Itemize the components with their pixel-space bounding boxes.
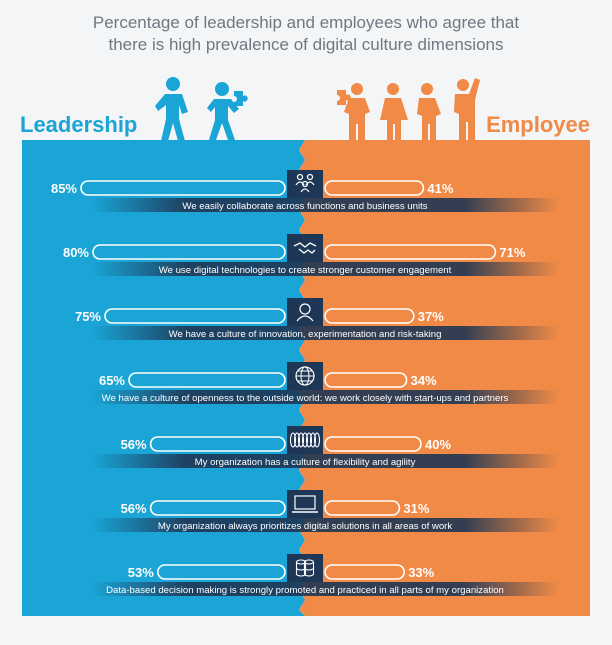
leadership-value-label: 80%	[63, 245, 89, 260]
employee-value-label: 71%	[499, 245, 525, 260]
people-group-icon	[287, 170, 323, 198]
leadership-bar	[80, 180, 286, 196]
chart-title: Percentage of leadership and employees w…	[0, 12, 612, 56]
category-label: We use digital technologies to create st…	[159, 265, 452, 276]
chart-row: 80% 71% We use digital technologies to cre…	[63, 234, 558, 276]
category-label: We easily collaborate across functions a…	[182, 201, 427, 212]
leadership-value-label: 85%	[51, 181, 77, 196]
chart-row: 56% 40% My organization has a culture of f…	[92, 426, 558, 468]
chart-row: 75% 37% We have a culture of innovation, e…	[75, 298, 558, 340]
employee-value-label: 33%	[408, 565, 434, 580]
leadership-bar	[128, 372, 286, 388]
leadership-value-label: 56%	[121, 501, 147, 516]
category-band	[92, 326, 558, 340]
leadership-bar	[149, 436, 286, 452]
leadership-bar	[92, 244, 286, 260]
employee-bar	[324, 500, 401, 516]
lightbulb-head-icon	[287, 298, 323, 326]
leadership-label: Leadership	[20, 112, 138, 137]
category-band	[92, 262, 558, 276]
globe-icon	[287, 362, 323, 390]
leadership-bar	[149, 500, 286, 516]
category-band	[92, 198, 558, 212]
category-label: We have a culture of innovation, experim…	[169, 329, 442, 340]
laptop-icon	[287, 490, 323, 518]
leadership-bar	[104, 308, 286, 324]
chart-row: 56% 31% My organization always prioritizes…	[92, 490, 558, 532]
category-label: My organization always prioritizes digit…	[158, 521, 453, 532]
employee-value-label: 31%	[403, 501, 429, 516]
database-icon	[287, 554, 323, 582]
chart-row: 65% 34% We have a culture of openness to t…	[92, 362, 558, 404]
employee-value-label: 34%	[411, 373, 437, 388]
chart-row: 85% 41%We easily collaborate across funct…	[51, 170, 558, 212]
chart-title-line-1: Percentage of leadership and employees w…	[92, 13, 520, 32]
spring-coil-icon	[287, 426, 323, 454]
leadership-bar	[157, 564, 286, 580]
chart-row: 53% 33% Data-based decision making is stro…	[92, 554, 558, 596]
employee-value-label: 41%	[427, 181, 453, 196]
leadership-value-label: 65%	[99, 373, 125, 388]
category-band	[92, 582, 558, 596]
employee-value-label: 37%	[418, 309, 444, 324]
employee-bar	[324, 564, 405, 580]
employee-bar	[324, 308, 415, 324]
category-band	[92, 390, 558, 404]
employee-bar	[324, 436, 422, 452]
category-band	[92, 518, 558, 532]
employee-value-label: 40%	[425, 437, 451, 452]
category-label: My organization has a culture of flexibi…	[195, 457, 416, 468]
leadership-value-label: 56%	[121, 437, 147, 452]
handshake-icon	[287, 234, 323, 262]
employee-bar	[324, 244, 497, 260]
leadership-value-label: 53%	[128, 565, 154, 580]
chart-title-line-2: there is high prevalence of digital cult…	[108, 35, 504, 54]
leadership-figures-icon	[155, 77, 248, 141]
leadership-value-label: 75%	[75, 309, 101, 324]
category-label: Data-based decision making is strongly p…	[106, 585, 504, 596]
employee-figures-icon	[337, 78, 480, 142]
employee-bar	[324, 180, 425, 196]
category-label: We have a culture of openness to the out…	[102, 393, 509, 404]
employee-bar	[324, 372, 408, 388]
category-band	[92, 454, 558, 468]
employee-label: Employee	[486, 112, 590, 137]
